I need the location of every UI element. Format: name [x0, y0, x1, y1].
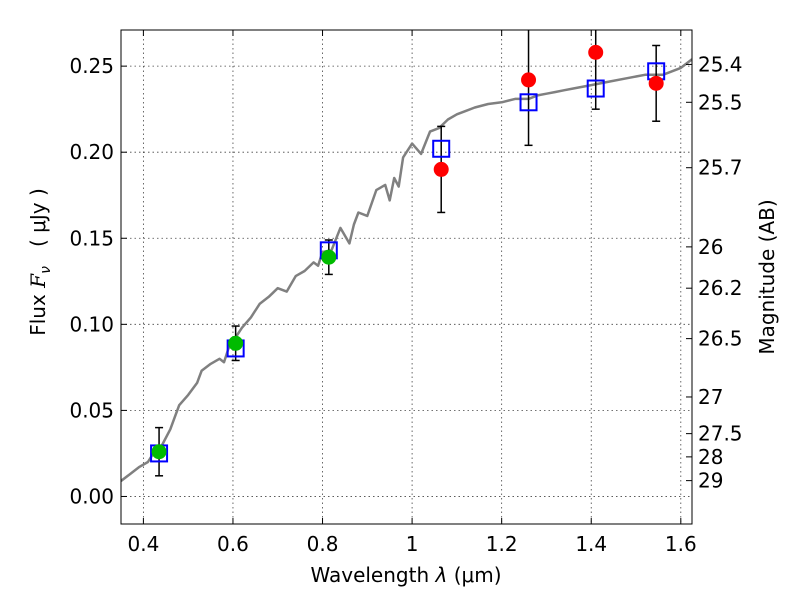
y2-tick-label: 29 — [698, 469, 723, 493]
axis-ticks: 0.4 0.6 0.8 1 1.2 1.4 1.6 0.00 0.05 0.10 0.15 0.20 0… — [69, 30, 743, 556]
observed-point — [521, 72, 537, 88]
y-tick-label: 0.20 — [69, 140, 114, 164]
x-tick-label: 1 — [406, 532, 419, 556]
y2-tick-label: 26.5 — [698, 327, 743, 351]
y-tick-label: 0.25 — [69, 54, 114, 78]
grid — [121, 30, 692, 524]
y-tick-label: 0.10 — [69, 312, 114, 336]
y2-tick-label: 28 — [698, 445, 723, 469]
y2-tick-label: 26 — [698, 235, 723, 259]
y2-tick-label: 27 — [698, 385, 723, 409]
observed-point — [588, 44, 604, 60]
observed-point — [151, 444, 167, 460]
observed-point — [228, 335, 244, 351]
observed-point — [321, 249, 337, 265]
model-point — [432, 139, 451, 158]
x-tick-label: 0.6 — [217, 532, 249, 556]
x-tick-label: 0.8 — [307, 532, 339, 556]
y-tick-label: 0.15 — [69, 226, 114, 250]
y2-tick-label: 26.2 — [698, 276, 743, 300]
observed-point — [648, 75, 664, 91]
y-axis-label: Flux Fν ( μJy ) — [26, 188, 54, 336]
sed-line — [121, 58, 692, 482]
x-tick-label: 1.6 — [665, 532, 697, 556]
observed-point — [433, 161, 449, 177]
x-tick-label: 0.4 — [127, 532, 159, 556]
series-group — [121, 30, 692, 482]
plot-area — [121, 30, 692, 482]
y2-tick-label: 25.4 — [698, 52, 743, 76]
x-tick-label: 1.4 — [575, 532, 607, 556]
y-tick-label: 0.05 — [69, 398, 114, 422]
y2-tick-label: 25.5 — [698, 90, 743, 114]
y2-tick-label: 27.5 — [698, 422, 743, 446]
model-point — [586, 79, 605, 98]
plot-frame — [120, 29, 693, 525]
x-tick-label: 1.2 — [486, 532, 518, 556]
x-axis-label: Wavelength λ (μm) — [310, 563, 501, 587]
y-tick-label: 0.00 — [69, 484, 114, 508]
right-axis-label: Magnitude (AB) — [755, 199, 779, 354]
y2-tick-label: 25.7 — [698, 156, 743, 180]
model-point — [519, 93, 538, 112]
